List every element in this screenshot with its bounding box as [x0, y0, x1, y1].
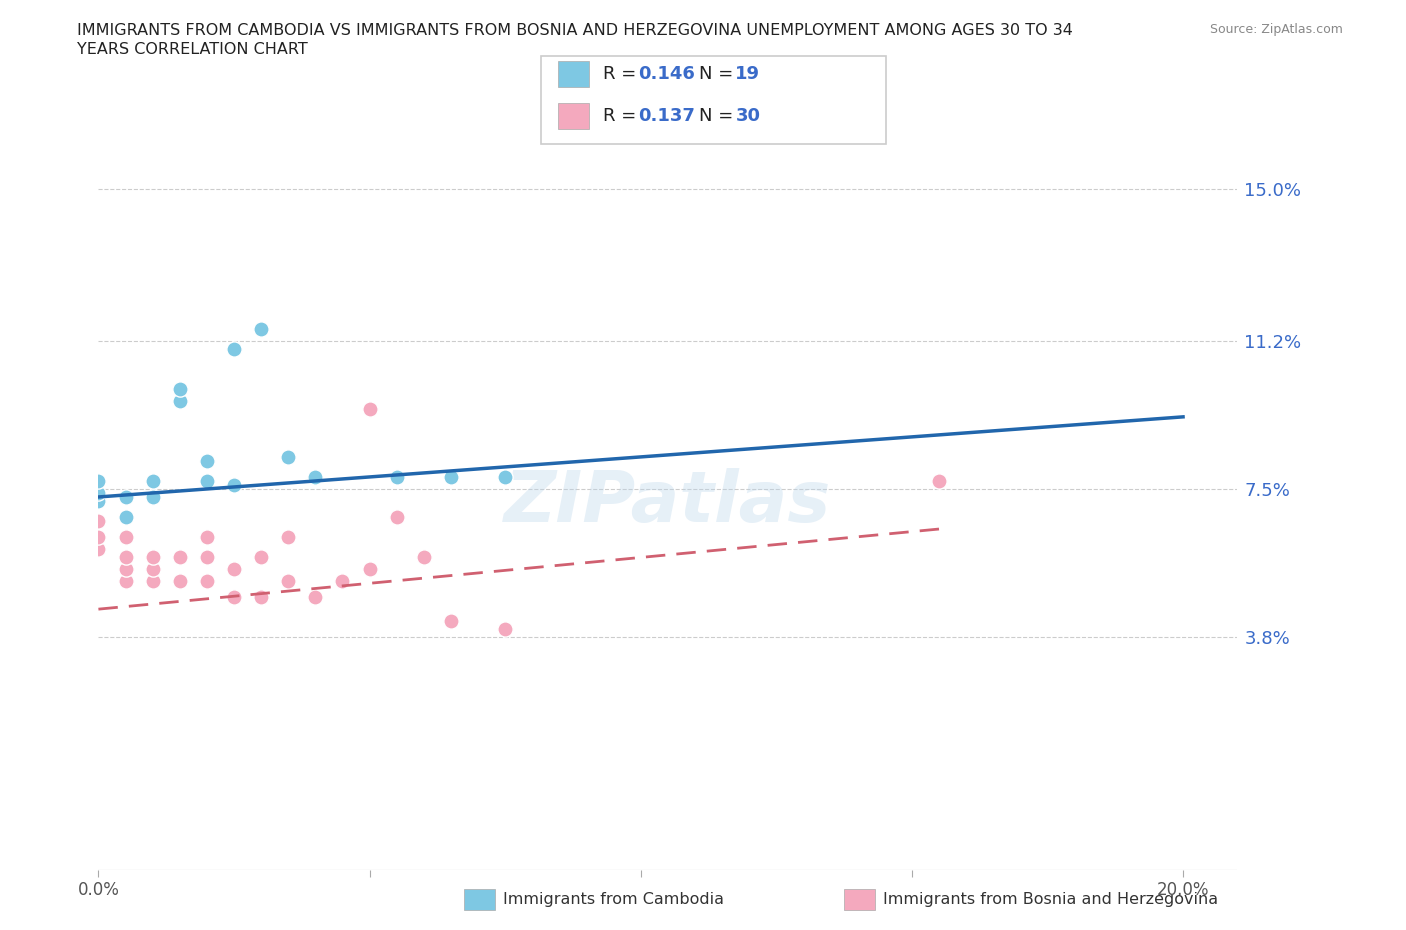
Point: [169, 550, 191, 565]
Point: [440, 470, 463, 485]
Point: [277, 449, 299, 464]
Point: [304, 470, 326, 485]
Point: [250, 590, 273, 604]
Point: [195, 473, 218, 488]
Point: [277, 574, 299, 589]
Point: [169, 393, 191, 408]
Point: [304, 590, 326, 604]
Point: [114, 574, 136, 589]
Text: YEARS CORRELATION CHART: YEARS CORRELATION CHART: [77, 42, 308, 57]
Text: N =: N =: [699, 107, 738, 126]
Point: [250, 321, 273, 336]
Point: [385, 470, 408, 485]
Text: ZIPatlas: ZIPatlas: [505, 468, 831, 537]
Point: [114, 489, 136, 504]
Text: R =: R =: [603, 65, 643, 83]
Point: [222, 562, 245, 577]
Point: [169, 381, 191, 396]
Point: [359, 402, 381, 417]
Point: [195, 529, 218, 544]
Point: [222, 341, 245, 356]
Point: [195, 574, 218, 589]
Point: [385, 510, 408, 525]
Text: 0.146: 0.146: [638, 65, 695, 83]
Point: [440, 614, 463, 629]
Point: [222, 590, 245, 604]
Text: Source: ZipAtlas.com: Source: ZipAtlas.com: [1209, 23, 1343, 36]
Point: [494, 470, 516, 485]
Point: [195, 454, 218, 469]
Text: Immigrants from Bosnia and Herzegovina: Immigrants from Bosnia and Herzegovina: [883, 892, 1218, 907]
Point: [928, 473, 950, 488]
Point: [87, 529, 110, 544]
Point: [332, 574, 354, 589]
Point: [142, 550, 165, 565]
Text: IMMIGRANTS FROM CAMBODIA VS IMMIGRANTS FROM BOSNIA AND HERZEGOVINA UNEMPLOYMENT : IMMIGRANTS FROM CAMBODIA VS IMMIGRANTS F…: [77, 23, 1073, 38]
Point: [359, 562, 381, 577]
Point: [142, 574, 165, 589]
Point: [87, 541, 110, 556]
Point: [195, 550, 218, 565]
Point: [250, 550, 273, 565]
Point: [114, 529, 136, 544]
Point: [87, 473, 110, 488]
Point: [142, 489, 165, 504]
Text: N =: N =: [699, 65, 738, 83]
Text: R =: R =: [603, 107, 643, 126]
Point: [114, 562, 136, 577]
Point: [142, 473, 165, 488]
Text: 30: 30: [735, 107, 761, 126]
Point: [222, 477, 245, 492]
Point: [87, 485, 110, 500]
Point: [87, 513, 110, 528]
Point: [169, 574, 191, 589]
Text: 0.137: 0.137: [638, 107, 695, 126]
Point: [114, 550, 136, 565]
Point: [412, 550, 434, 565]
Point: [277, 529, 299, 544]
Point: [142, 562, 165, 577]
Text: 19: 19: [735, 65, 761, 83]
Point: [87, 494, 110, 509]
Point: [494, 622, 516, 637]
Text: Immigrants from Cambodia: Immigrants from Cambodia: [503, 892, 724, 907]
Point: [114, 510, 136, 525]
